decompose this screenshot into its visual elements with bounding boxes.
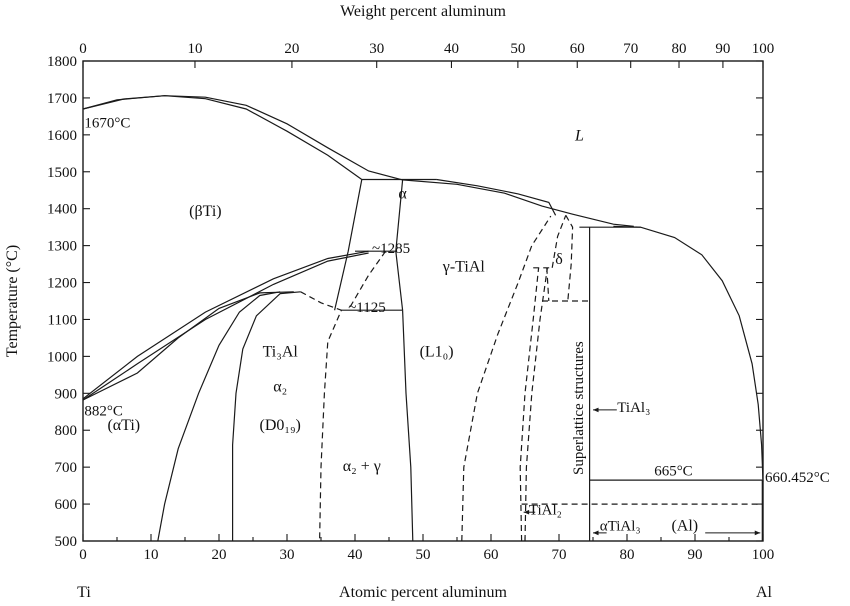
boundary-beta-alpha-lower: [82, 252, 369, 401]
region-beta-ti: (βTi): [189, 203, 221, 220]
bottom-tick-label-70: 70: [552, 547, 567, 563]
annotation-tial3-label: TiAl₃: [617, 400, 650, 416]
top-tick-label-60: 60: [570, 41, 585, 57]
bottom-tick-label-20: 20: [212, 547, 227, 563]
al-arrow-right-head: [754, 530, 761, 536]
boundary-gamma-right-dashed: [461, 215, 552, 542]
end-label-al: Al: [756, 584, 773, 601]
y-tick-label-700: 700: [55, 460, 78, 476]
end-label-ti: Ti: [77, 584, 91, 601]
bottom-tick-label-40: 40: [348, 547, 363, 563]
y-tick-label-500: 500: [55, 534, 78, 550]
annotation-ti-melting: 1670°C: [84, 115, 130, 131]
tial2-arrow-head: [523, 509, 530, 515]
top-axis-title: Weight percent aluminum: [340, 3, 506, 20]
top-tick-label-40: 40: [444, 41, 459, 57]
region-alpha2-gamma: α₂ + γ: [343, 458, 381, 475]
region-alpha-ti: (αTi): [107, 417, 140, 434]
top-tick-label-70: 70: [623, 41, 638, 57]
region-labels: L (βTi) α γ-TiAl δ Ti₃Al α₂ (D0₁₉) (L1₀) α₂ + γ (α…: [107, 127, 698, 534]
boundary-alpha-ti3al-upper: [82, 291, 294, 401]
boundary-tial2-right-dashed: [524, 267, 548, 542]
boundary-solidus-left: [82, 95, 363, 180]
boundary-ti3al-dome-left-2: [232, 291, 301, 541]
region-d019: (D0₁₉): [260, 417, 301, 434]
boundary-delta-left-bottom: [546, 267, 550, 302]
annotation-tial2-label: TiAl₂: [529, 502, 562, 518]
boundary-liquidus-right: [613, 225, 764, 482]
annotation-superlattice-label: Superlattice structures: [571, 341, 587, 475]
boundary-beta-alpha-upper: [82, 250, 369, 400]
region-alpha: α: [398, 185, 407, 202]
y-tick-label-1000: 1000: [47, 349, 77, 365]
boundary-tial2-left-dashed: [519, 267, 540, 542]
region-l10: (L1₀): [420, 343, 454, 360]
annotation-beta-transus: 882°C: [84, 403, 123, 419]
boundary-gamma-left-boundary: [402, 310, 414, 542]
region-alpha2: α₂: [273, 378, 287, 395]
tial3-arrow-head: [593, 407, 599, 413]
y-tick-label-1100: 1100: [48, 312, 77, 328]
region-gamma-tial: γ-TiAl: [442, 258, 486, 275]
axis-ticks: [82, 60, 764, 542]
top-tick-label-30: 30: [369, 41, 384, 57]
y-tick-label-1400: 1400: [47, 202, 77, 218]
axis-tick-labels: 0 10 20 30 40 50 60 70 80 90 1000 10 20 30 40 50 60 70 80 9…: [47, 41, 774, 563]
boundary-alpha-left: [334, 179, 363, 311]
y-tick-label-1300: 1300: [47, 239, 77, 255]
top-tick-label-90: 90: [715, 41, 730, 57]
annotation-alpha-tial3-label: αTiAl₃: [600, 519, 641, 535]
boundary-delta-left-dashed: [551, 215, 567, 268]
boundary-ti3al-dome-left: [157, 291, 281, 542]
annotation-eutectoid-1285: ~1285: [372, 241, 410, 257]
annotations: 1670°C 882°C ~1285 ~1125 665°C 660.452°C TiAl₃…: [84, 115, 830, 536]
annotation-peritectic-665: 665°C: [654, 464, 693, 480]
bottom-axis-title: Atomic percent aluminum: [339, 584, 508, 601]
y-tick-label-1800: 1800: [47, 54, 77, 70]
region-al: (Al): [671, 518, 698, 535]
y-tick-label-800: 800: [55, 423, 78, 439]
region-liquid: L: [574, 127, 584, 144]
annotation-al-melting: 660.452°C: [765, 470, 830, 486]
top-tick-label-10: 10: [187, 41, 202, 57]
bottom-tick-label-100: 100: [752, 547, 775, 563]
bottom-tick-label-60: 60: [484, 547, 499, 563]
bottom-tick-label-0: 0: [79, 547, 87, 563]
bottom-tick-label-50: 50: [416, 547, 431, 563]
boundary-liquidus-mid: [436, 178, 557, 216]
boundary-ti3al-dashed-right: [300, 291, 343, 542]
annotation-eutectoid-1125: ~1125: [348, 300, 386, 316]
y-axis-title: Temperature (°C): [4, 245, 21, 357]
boundary-delta-right-dashed: [565, 215, 574, 302]
top-tick-label-0: 0: [79, 41, 87, 57]
region-delta: δ: [555, 251, 563, 268]
y-tick-label-600: 600: [55, 497, 78, 513]
y-tick-label-1500: 1500: [47, 165, 77, 181]
alpha-tial3-arrow-left-head: [593, 530, 599, 536]
boundary-liquidus-mid-2: [402, 179, 634, 227]
top-tick-label-50: 50: [510, 41, 525, 57]
top-tick-label-80: 80: [672, 41, 687, 57]
y-tick-label-900: 900: [55, 386, 78, 402]
bottom-tick-label-30: 30: [280, 547, 295, 563]
bottom-tick-label-10: 10: [144, 547, 159, 563]
phase-boundaries: [82, 95, 764, 542]
y-tick-label-1700: 1700: [47, 91, 77, 107]
bottom-tick-label-80: 80: [620, 547, 635, 563]
top-tick-label-100: 100: [752, 41, 775, 57]
bottom-tick-label-90: 90: [688, 547, 703, 563]
top-tick-label-20: 20: [284, 41, 299, 57]
y-tick-label-1200: 1200: [47, 276, 77, 292]
y-tick-label-1600: 1600: [47, 128, 77, 144]
region-ti3al: Ti₃Al: [263, 343, 299, 360]
